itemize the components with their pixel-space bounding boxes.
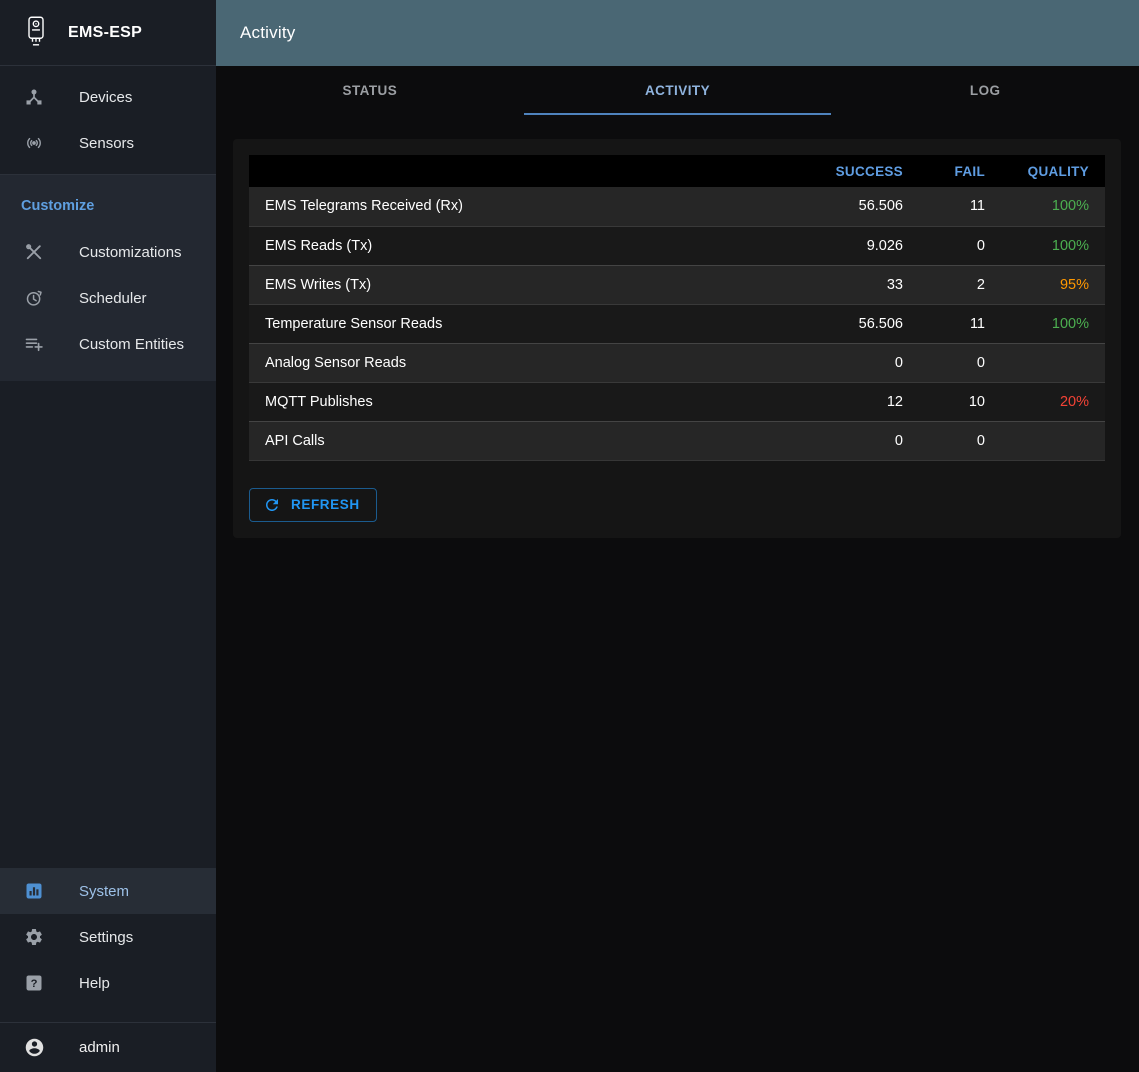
metric-quality: 100% xyxy=(1001,226,1105,266)
tools-icon xyxy=(22,242,46,262)
metric-success: 56.506 xyxy=(799,304,919,344)
sidebar-item-custom-entities[interactable]: Custom Entities xyxy=(0,321,216,367)
metric-fail: 0 xyxy=(919,421,1001,461)
sidebar-item-sensors[interactable]: Sensors xyxy=(0,120,216,166)
ems-esp-logo-icon xyxy=(22,15,50,51)
brand-title: EMS-ESP xyxy=(68,23,143,41)
main-area: Activity STATUS ACTIVITY LOG SUCCESS FAI… xyxy=(216,0,1139,1072)
tab-activity[interactable]: ACTIVITY xyxy=(523,66,832,115)
metric-name: EMS Reads (Tx) xyxy=(249,226,799,266)
sidebar: EMS-ESP Devices Sensors xyxy=(0,0,216,1072)
metric-success: 0 xyxy=(799,421,919,461)
appbar: Activity xyxy=(216,0,1139,66)
header-success: SUCCESS xyxy=(799,155,919,187)
sidebar-item-customizations[interactable]: Customizations xyxy=(0,229,216,275)
metric-name: MQTT Publishes xyxy=(249,382,799,422)
sidebar-user-admin[interactable]: admin xyxy=(0,1022,216,1072)
metric-quality: 95% xyxy=(1001,265,1105,305)
content-area: SUCCESS FAIL QUALITY EMS Telegrams Recei… xyxy=(216,115,1139,538)
sidebar-item-help[interactable]: ? Help xyxy=(0,960,216,1006)
metric-fail: 10 xyxy=(919,382,1001,422)
metric-quality: 100% xyxy=(1001,304,1105,344)
scheduler-clock-icon xyxy=(22,288,46,308)
tab-log[interactable]: LOG xyxy=(969,83,1001,98)
header-metric xyxy=(249,155,799,187)
sidebar-item-scheduler[interactable]: Scheduler xyxy=(0,275,216,321)
table-row: MQTT Publishes 12 10 20% xyxy=(249,382,1105,422)
sidebar-item-label: Scheduler xyxy=(79,289,147,307)
sidebar-spacer xyxy=(0,381,216,868)
metric-fail: 0 xyxy=(919,226,1001,266)
table-row: Temperature Sensor Reads 56.506 11 100% xyxy=(249,304,1105,344)
sidebar-nav-top: Devices Sensors xyxy=(0,66,216,174)
user-label: admin xyxy=(79,1039,120,1056)
device-hub-icon xyxy=(22,87,46,107)
table-row: EMS Writes (Tx) 33 2 95% xyxy=(249,265,1105,305)
sidebar-item-label: System xyxy=(79,882,130,900)
sidebar-item-label: Settings xyxy=(79,928,134,946)
sidebar-item-label: Customizations xyxy=(79,243,182,261)
help-icon: ? xyxy=(22,973,46,993)
table-row: EMS Telegrams Received (Rx) 56.506 11 10… xyxy=(249,187,1105,227)
sidebar-item-system[interactable]: System xyxy=(0,868,216,914)
metric-name: EMS Telegrams Received (Rx) xyxy=(249,187,799,227)
sidebar-item-settings[interactable]: Settings xyxy=(0,914,216,960)
customize-section-header: Customize xyxy=(21,198,95,214)
brand: EMS-ESP xyxy=(0,0,216,66)
metric-quality xyxy=(1001,421,1105,461)
metric-name: Temperature Sensor Reads xyxy=(249,304,799,344)
header-fail: FAIL xyxy=(919,155,1001,187)
metric-quality: 20% xyxy=(1001,382,1105,422)
svg-text:?: ? xyxy=(31,978,38,990)
bar-chart-icon xyxy=(22,881,46,901)
metric-success: 33 xyxy=(799,265,919,305)
table-row: Analog Sensor Reads 0 0 xyxy=(249,343,1105,383)
metric-success: 56.506 xyxy=(799,187,919,227)
refresh-button-label: REFRESH xyxy=(291,497,360,512)
tab-status[interactable]: STATUS xyxy=(342,83,398,98)
metric-quality xyxy=(1001,343,1105,383)
account-icon xyxy=(22,1037,46,1058)
activity-table-header: SUCCESS FAIL QUALITY xyxy=(249,155,1105,187)
table-row: EMS Reads (Tx) 9.026 0 100% xyxy=(249,226,1105,266)
metric-quality: 100% xyxy=(1001,187,1105,227)
metric-fail: 2 xyxy=(919,265,1001,305)
header-quality: QUALITY xyxy=(1001,155,1105,187)
metric-name: EMS Writes (Tx) xyxy=(249,265,799,305)
playlist-add-icon xyxy=(22,334,46,354)
refresh-icon xyxy=(263,496,281,514)
sidebar-item-label: Devices xyxy=(79,88,133,106)
sensors-icon xyxy=(22,133,46,153)
metric-fail: 0 xyxy=(919,343,1001,383)
metric-success: 0 xyxy=(799,343,919,383)
metric-success: 9.026 xyxy=(799,226,919,266)
gear-icon xyxy=(22,927,46,947)
refresh-button[interactable]: REFRESH xyxy=(249,487,377,522)
table-row: API Calls 0 0 xyxy=(249,421,1105,461)
metric-name: API Calls xyxy=(249,421,799,461)
activity-table: SUCCESS FAIL QUALITY EMS Telegrams Recei… xyxy=(249,155,1105,461)
page-title: Activity xyxy=(240,23,296,42)
metric-fail: 11 xyxy=(919,304,1001,344)
activity-panel: SUCCESS FAIL QUALITY EMS Telegrams Recei… xyxy=(233,139,1121,538)
tab-bar: STATUS ACTIVITY LOG xyxy=(216,66,1139,115)
sidebar-item-devices[interactable]: Devices xyxy=(0,74,216,120)
sidebar-item-label: Custom Entities xyxy=(79,335,185,353)
sidebar-customize-section: Customize Customizations xyxy=(0,174,216,381)
metric-name: Analog Sensor Reads xyxy=(249,343,799,383)
metric-fail: 11 xyxy=(919,187,1001,227)
sidebar-item-label: Help xyxy=(79,974,110,992)
metric-success: 12 xyxy=(799,382,919,422)
sidebar-item-label: Sensors xyxy=(79,134,135,152)
sidebar-nav-bottom: System Settings ? Help xyxy=(0,868,216,1022)
